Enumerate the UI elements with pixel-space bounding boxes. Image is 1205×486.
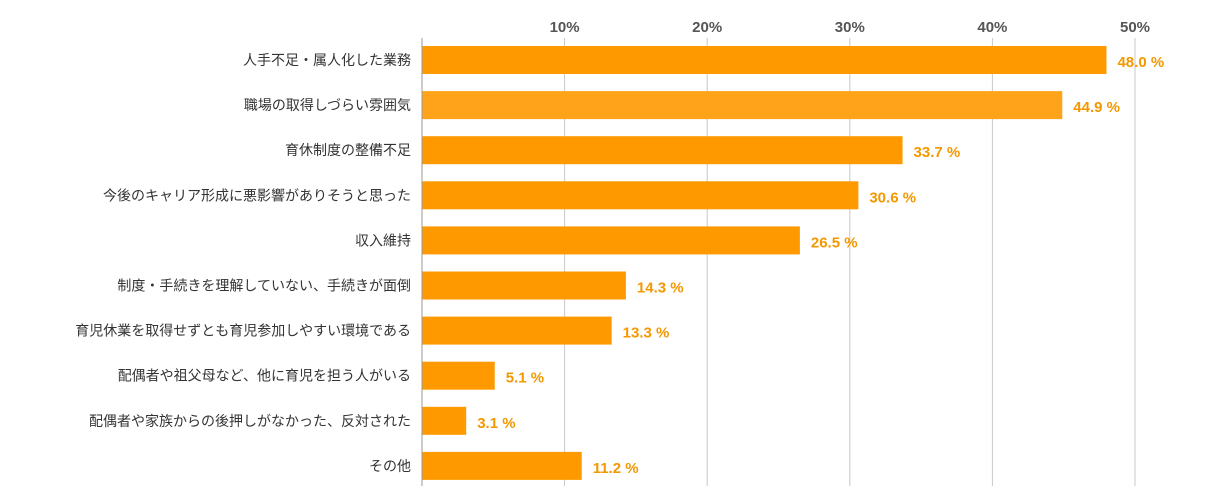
x-tick-label: 20% — [692, 19, 722, 36]
value-label: 48.0 % — [1117, 54, 1164, 71]
category-label: 今後のキャリア形成に悪影響がありそうと思った — [103, 187, 411, 204]
bar — [422, 226, 800, 255]
value-label: 3.1 % — [477, 415, 515, 432]
value-label: 5.1 % — [506, 370, 544, 387]
category-label: 職場の取得しづらい雰囲気 — [244, 97, 411, 114]
bar — [422, 136, 903, 165]
bar — [422, 46, 1107, 74]
category-label: 配偶者や祖父母など、他に育児を担う人がいる — [118, 369, 411, 385]
bar — [422, 271, 626, 300]
value-label: 13.3 % — [623, 325, 670, 342]
bar — [422, 181, 859, 210]
value-label: 33.7 % — [914, 144, 961, 161]
category-label: 育児休業を取得せずとも育児参加しやすい環境である — [75, 323, 411, 340]
value-label: 30.6 % — [869, 189, 916, 206]
value-label: 44.9 % — [1073, 99, 1120, 116]
x-tick-label: 50% — [1120, 19, 1150, 36]
bar — [422, 361, 495, 390]
x-tick-label: 40% — [977, 19, 1007, 36]
category-label: 育休制度の整備不足 — [285, 143, 411, 159]
category-labels: 人手不足・属人化した業務職場の取得しづらい雰囲気育休制度の整備不足今後のキャリア… — [75, 53, 411, 475]
bar — [422, 316, 612, 345]
category-label: 配偶者や家族からの後押しがなかった、反対された — [89, 413, 411, 430]
category-label: 収入維持 — [355, 233, 411, 249]
value-label: 14.3 % — [637, 280, 684, 297]
category-label: 制度・手続きを理解していない、手続きが面倒 — [117, 278, 411, 295]
x-tick-labels: 10% 20% 30% 40% 50% — [550, 19, 1150, 36]
bar — [422, 451, 582, 480]
category-label: その他 — [369, 459, 411, 475]
category-label: 人手不足・属人化した業務 — [243, 53, 411, 69]
x-tick-label: 10% — [550, 19, 580, 36]
bar — [422, 406, 467, 435]
x-tick-label: 30% — [835, 19, 865, 36]
value-label: 26.5 % — [811, 234, 858, 251]
value-label: 11.2 % — [593, 460, 639, 477]
value-labels: 48.0 % 44.9 % 33.7 % 30.6 % 26.5 % 14.3 % 13.3… — [477, 54, 1164, 477]
bars — [422, 46, 1107, 480]
bar — [422, 91, 1063, 120]
